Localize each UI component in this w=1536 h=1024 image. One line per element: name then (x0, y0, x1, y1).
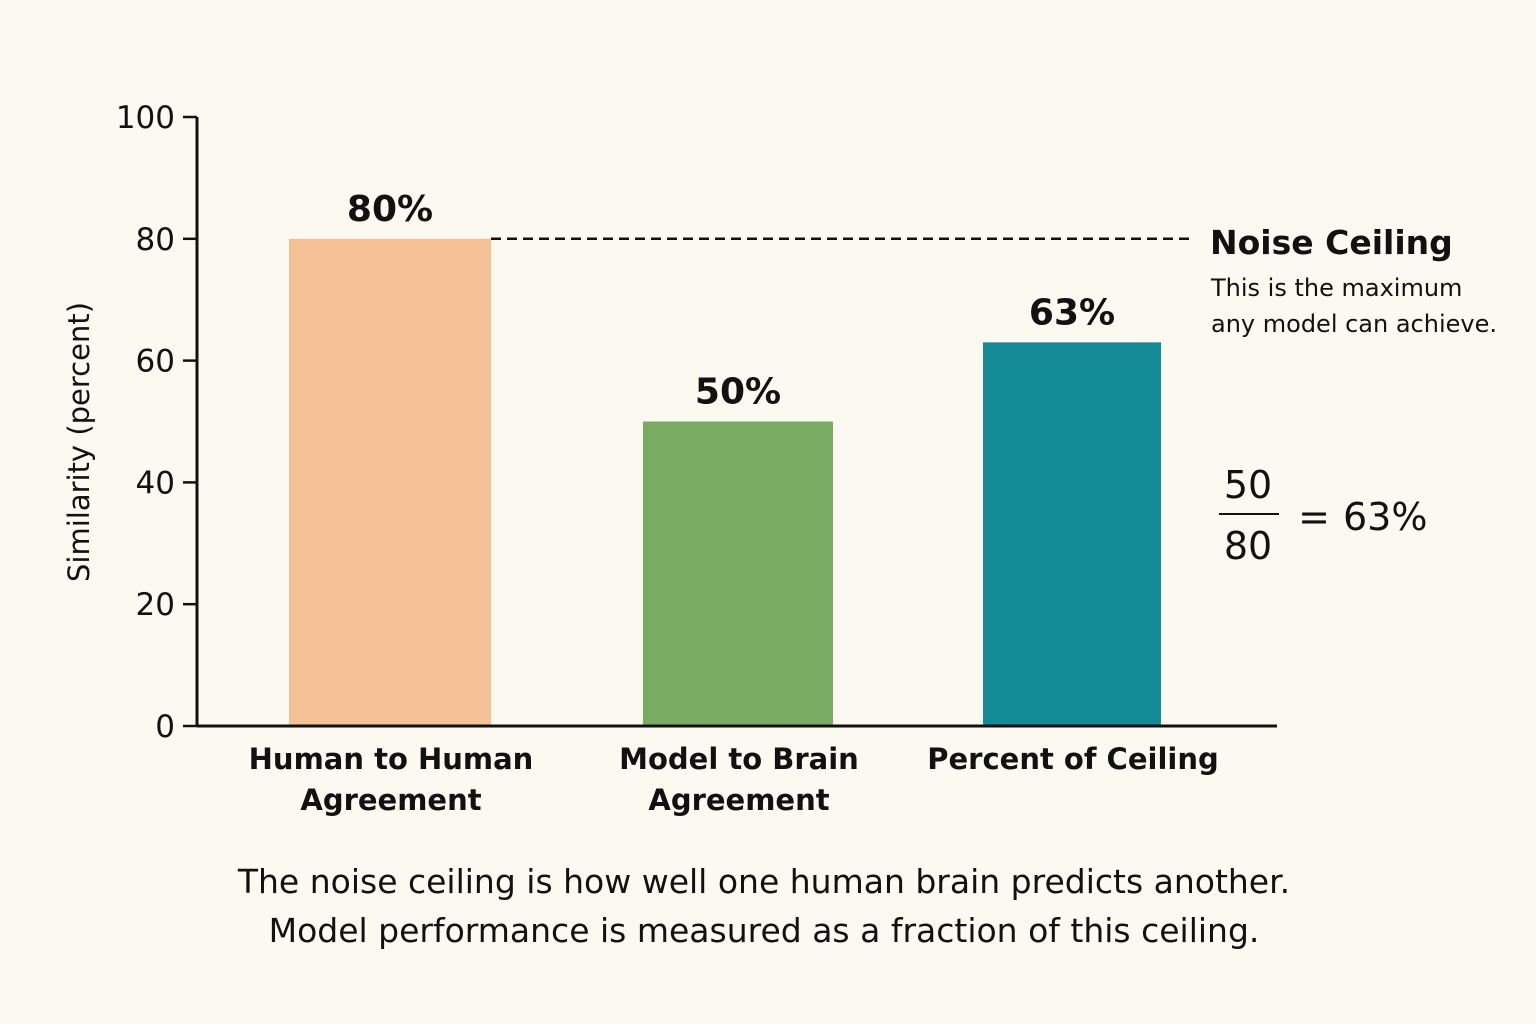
noise-ceiling-note-line-2: any model can achieve. (1211, 310, 1497, 338)
y-tick-label: 100 (116, 100, 175, 136)
bar-value-label: 80% (347, 189, 433, 230)
bar (289, 238, 491, 727)
y-axis-ticks: 0 20 40 60 80 100 (116, 100, 197, 745)
bar-value-label: 50% (695, 372, 781, 413)
y-tick-label: 60 (136, 344, 175, 380)
fraction-formula: 50 80 = 63% (1219, 463, 1427, 568)
y-axis-title: Similarity (percent) (62, 302, 96, 582)
category-label: Agreement (648, 783, 829, 817)
fraction-denominator: 80 (1224, 524, 1272, 568)
bar (643, 421, 833, 726)
y-tick-label: 40 (136, 465, 175, 501)
noise-ceiling-note-line-1: This is the maximum (1210, 274, 1462, 302)
category-label: Agreement (300, 783, 481, 817)
category-label: Model to Brain (619, 742, 859, 776)
bars (289, 238, 1161, 727)
fraction-numerator: 50 (1224, 463, 1272, 507)
caption-line-2: Model performance is measured as a fract… (269, 911, 1260, 950)
fraction-equals: = (1298, 495, 1330, 539)
fraction-result: 63% (1343, 495, 1427, 539)
axes (195, 117, 1277, 728)
category-labels: Human to Human Agreement Model to Brain Agr… (249, 742, 1219, 817)
y-tick-label: 20 (136, 587, 175, 623)
data-labels: 80% 50% 63% (347, 189, 1115, 413)
y-tick-label: 80 (136, 222, 175, 258)
bar-value-label: 63% (1029, 292, 1115, 333)
y-tick-label: 0 (155, 709, 175, 745)
category-label: Percent of Ceiling (927, 742, 1219, 776)
caption-line-1: The noise ceiling is how well one human … (237, 862, 1290, 901)
category-label: Human to Human (249, 742, 534, 776)
bar (983, 342, 1161, 726)
noise-ceiling-label: Noise Ceiling (1210, 223, 1453, 262)
